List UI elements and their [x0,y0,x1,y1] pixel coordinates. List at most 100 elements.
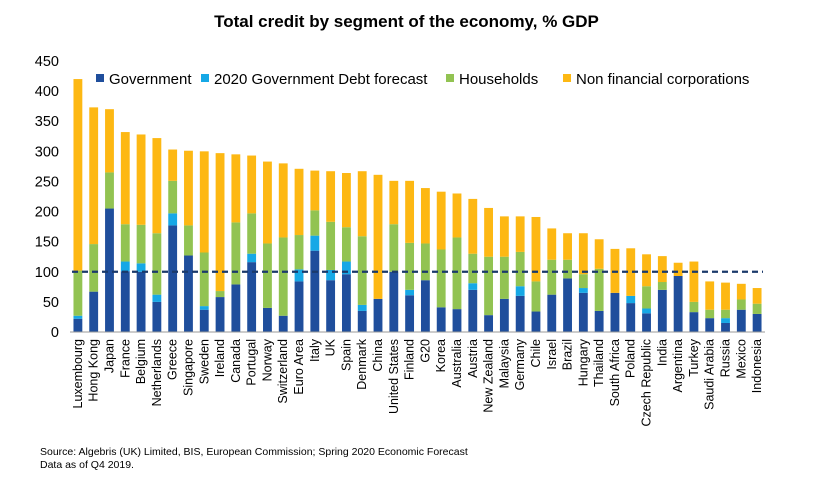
bar-segment [389,180,399,225]
x-tick-label: Japan [102,339,116,373]
bar-segment [405,295,415,332]
x-tick-label: Germany [513,338,527,390]
bar-segment [326,269,336,281]
bar-segment [199,309,209,332]
bar-segment [263,243,272,308]
bar-segment [594,310,604,332]
y-tick-label: 150 [35,235,59,251]
bar-segment [499,298,509,332]
bar-segment [752,303,762,314]
bar-segment [199,252,209,307]
bar-segment [721,318,730,323]
bar-segment [515,286,525,296]
bar-segment [73,270,83,316]
bar-segment [73,79,83,271]
bar-segment [484,315,494,332]
chart-title: Total credit by segment of the economy, … [214,12,599,31]
bar-segment [341,227,351,262]
x-tick-label: Netherlands [150,339,164,406]
y-tick-label: 100 [35,265,59,281]
bar-segment [452,193,462,238]
bar-segment [357,236,367,305]
x-tick-label: China [371,339,385,372]
bar-segment [263,161,272,244]
source-line: Source: Algebris (UK) Limited, BIS, Euro… [40,446,468,458]
x-tick-label: Luxembourg [71,339,85,409]
bar-segment [452,309,462,332]
x-tick-label: Mexico [734,339,748,379]
bar-segment [468,253,478,284]
source-note: Source: Algebris (UK) Limited, BIS, Euro… [40,446,468,472]
bar-segment [373,298,383,332]
bar-segment [168,213,178,226]
bar-segment [626,303,636,332]
bar-segment [341,274,351,332]
bar-segment [657,256,667,283]
bar-segment [231,284,241,332]
x-tick-label: Portugal [245,339,259,386]
bar-segment [563,233,572,260]
bar-segment [721,282,730,310]
x-tick-label: New Zealand [482,339,496,413]
bar-segment [515,216,525,252]
bar-segment [294,235,304,270]
legend-label: Households [459,71,538,88]
bar-segment [73,318,83,332]
x-tick-label: Norway [260,338,274,381]
x-tick-label: Czech Republic [640,339,654,427]
bar-segment [578,233,588,275]
x-tick-label: Canada [229,339,243,383]
bar-segment [136,271,146,332]
bar-segment [168,180,178,214]
bar-segment [120,224,130,262]
x-tick-label: Denmark [355,338,369,389]
bar-segment [468,198,478,254]
bar-segment [215,291,225,298]
bar-segment [105,208,114,332]
x-tick-label: Thailand [592,339,606,387]
x-tick-label: Finland [403,339,417,380]
bar-segment [341,261,351,275]
y-tick-label: 400 [35,84,59,100]
legend-swatch [563,74,571,82]
bar-segment [326,221,336,270]
bar-segment [341,173,351,228]
x-tick-label: Belgium [134,339,148,384]
bar-segment [231,154,241,223]
x-tick-label: Poland [624,339,638,378]
bar-segment [420,188,430,244]
bar-segment [752,288,762,304]
bar-segment [657,282,667,290]
x-tick-label: Indonesia [750,339,764,393]
bar-segment [184,255,193,332]
bar-segment [373,174,383,299]
x-tick-label: Euro Area [292,339,306,395]
legend-label: Government [109,71,192,88]
x-tick-label: Switzerland [276,339,290,404]
x-tick-label: Russia [719,339,733,377]
bar-segment [752,313,762,332]
bar-segment [405,180,415,243]
bar-segment [484,207,494,257]
legend-swatch [201,74,209,82]
bar-segment [499,216,509,257]
y-tick-label: 350 [35,114,59,130]
bar-segment [120,271,130,332]
x-tick-label: France [118,339,132,378]
legend: Government 2020 Government Debt forecast H… [96,71,749,88]
bar-segment [452,237,462,310]
x-tick-label: Turkey [687,338,701,376]
bar-segment [184,225,193,256]
bar-segment [310,250,320,332]
bar-segment [547,294,557,332]
x-tick-label: Ireland [213,339,227,377]
bar-segment [89,291,99,332]
bar-segment [642,308,651,314]
bar-segment [247,155,257,214]
bar-segment [152,233,162,295]
x-tick-label: Greece [166,339,180,380]
bar-segment [547,228,557,260]
bar-segment [594,268,604,311]
bar-segment [310,170,320,211]
bar-segment [436,191,446,250]
